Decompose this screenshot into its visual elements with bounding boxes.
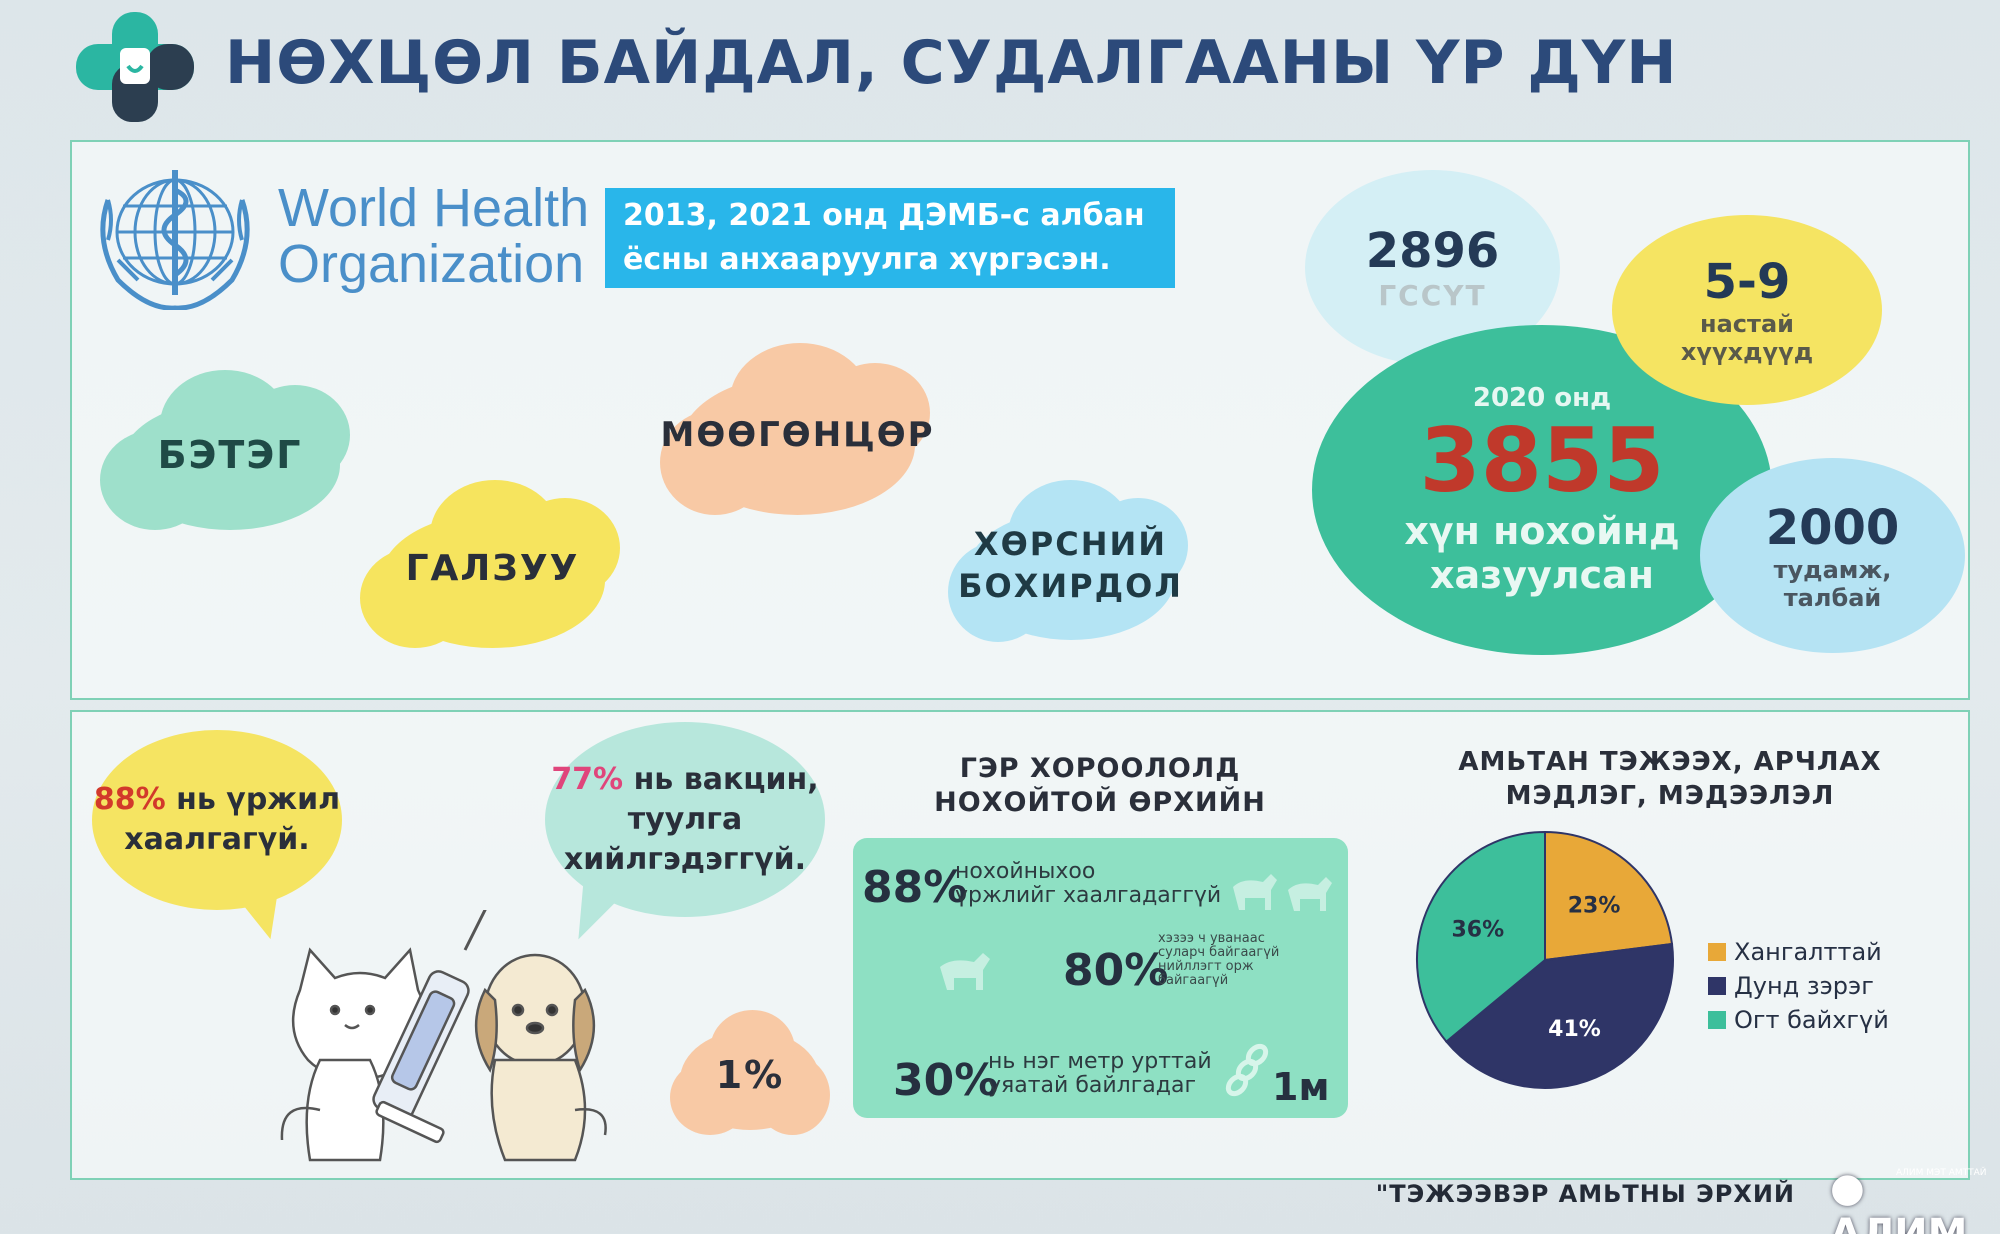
- who-line2: Organization: [278, 234, 585, 294]
- bubble-sites: 2000 тудамж, талбай: [1700, 458, 1965, 653]
- age-value: 5-9: [1703, 254, 1791, 310]
- ger-row2-text2: суларч байгаагүй: [1158, 945, 1280, 960]
- speech2-pct: 77%: [551, 761, 624, 797]
- legend-item-3: Огт байхгүй: [1708, 1006, 1889, 1034]
- pie-section-heading: АМЬТАН ТЭЖЭЭХ, АРЧЛАХ МЭДЛЭГ, МЭДЭЭЛЭЛ: [1440, 745, 1900, 813]
- ger-head1: ГЭР ХОРООЛОЛД: [959, 753, 1241, 784]
- pie-head1: АМЬТАН ТЭЖЭЭХ, АРЧЛАХ: [1458, 747, 1882, 777]
- speech1-pct: 88%: [93, 782, 166, 817]
- cloud-betег: БЭТЭГ: [100, 360, 360, 550]
- legend-swatch: [1708, 977, 1726, 995]
- sites-value: 2000: [1765, 499, 1900, 556]
- main-label2: хазуулсан: [1429, 553, 1655, 597]
- sites-label1: тудамж,: [1773, 555, 1892, 584]
- gssut-label: ГССҮТ: [1378, 279, 1487, 312]
- pie-slice-2: [1444, 942, 1674, 1089]
- ger-row1-text: нохойныхоо үржлийг хаалгадаггүй: [955, 860, 1221, 908]
- legend-label: Хангалттай: [1734, 938, 1882, 966]
- who-wordmark: World Health Organization: [278, 180, 589, 292]
- chain-icon: [1225, 1040, 1275, 1100]
- who-notice-banner: 2013, 2021 онд ДЭМБ-с албан ёсны анхаару…: [605, 188, 1175, 288]
- sites-label2: талбай: [1783, 583, 1882, 612]
- pie-slice-3: [1416, 830, 1546, 1043]
- main-label1: хүн нохойнд: [1404, 509, 1680, 553]
- cloud-horsny: ХӨРСНИЙ БОХИРДОЛ: [948, 470, 1193, 660]
- pie-data-label-3: 36%: [1451, 917, 1504, 942]
- main-year: 2020 онд: [1472, 383, 1612, 413]
- watermark-text: АЛИМ: [1830, 1211, 1968, 1234]
- ger-section-heading: ГЭР ХОРООЛОЛД НОХОЙТОЙ ӨРХИЙН: [900, 752, 1300, 820]
- cloud-label-multi: ХӨРСНИЙ БОХИРДОЛ: [958, 523, 1183, 607]
- legend-swatch: [1708, 1011, 1726, 1029]
- logo-icon: [70, 4, 200, 129]
- main-value: 3855: [1419, 409, 1665, 512]
- notice-line2: ёсны анхааруулга хүргэсэн.: [623, 242, 1111, 277]
- apple-icon: ●: [1830, 1165, 1865, 1211]
- ger-row2-text: хэзээ ч уванаас суларч байгаагүй нийллэг…: [1158, 932, 1279, 988]
- legend-label: Дунд зэрэг: [1734, 972, 1874, 1000]
- legend-item-2: Дунд зэрэг: [1708, 972, 1874, 1000]
- speech2-text2: туулга: [627, 801, 743, 837]
- cat-dog-syringe-illustration: [280, 899, 610, 1170]
- cloud-label: БЭТЭГ: [157, 433, 303, 477]
- ger-row1-text2: үржлийг хаалгадаггүй: [955, 883, 1222, 908]
- ger-row1-text1: нохойныхоо: [955, 859, 1096, 884]
- ger-row1-pct: 88%: [862, 862, 968, 913]
- speech-bubble-88: 88% нь үржил хаалгагүй.: [92, 730, 342, 945]
- cloud-line2: БОХИРДОЛ: [958, 567, 1183, 605]
- ger-row3-unit: 1м: [1272, 1065, 1330, 1109]
- cloud-galzuu: ГАЛЗУУ: [360, 468, 625, 668]
- legend-label: Огт байхгүй: [1734, 1006, 1889, 1034]
- ger-row3-text2: уяатай байлгадаг: [988, 1073, 1197, 1098]
- cloud-label: МӨӨГӨНЦӨР: [660, 415, 935, 455]
- watermark-badge: ● АЛИМ: [1830, 1165, 2000, 1234]
- watermark-tagline: АЛИМ МЭТ АМТТАЙ: [1896, 1168, 1987, 1178]
- one-percent-label: 1%: [715, 1053, 785, 1097]
- ger-row2-text1: хэзээ ч уванаас: [1158, 931, 1265, 946]
- cloud-label: ГАЛЗУУ: [405, 547, 580, 589]
- ger-row2-text4: байгаагүй: [1158, 973, 1229, 988]
- gssut-value: 2896: [1365, 223, 1500, 279]
- footer-caption: "ТЭЖЭЭВЭР АМЬТНЫ ЭРХИЙ: [1375, 1180, 1795, 1208]
- ger-row2-text3: нийллэгт орж: [1158, 959, 1254, 974]
- ger-row3-text: нь нэг метр урттай уяатай байлгадаг: [988, 1050, 1212, 1098]
- ger-head2: НОХОЙТОЙ ӨРХИЙН: [934, 787, 1266, 818]
- dog-icon: [1228, 862, 1338, 912]
- pie-chart: 23% 41% 36%: [1410, 825, 1680, 1095]
- pie-data-label-2: 41%: [1548, 1017, 1601, 1042]
- notice-line1: 2013, 2021 онд ДЭМБ-с албан: [623, 198, 1145, 233]
- page-title: НӨХЦӨЛ БАЙДАЛ, СУДАЛГААНЫ ҮР ДҮН: [225, 28, 1678, 98]
- speech2-text1: нь вакцин,: [623, 761, 819, 797]
- ger-row3-pct: 30%: [893, 1055, 999, 1106]
- ger-row2-pct: 80%: [1063, 945, 1169, 996]
- ger-row3-text1: нь нэг метр урттай: [988, 1049, 1212, 1074]
- legend-item-1: Хангалттай: [1708, 938, 1882, 966]
- age-label2: хүүхдүүд: [1680, 338, 1814, 366]
- dog-silhouette-icon: [935, 945, 1005, 990]
- pie-data-label-1: 23%: [1568, 893, 1621, 918]
- speech-bubble-77: 77% нь вакцин, туулга хийлгэдэггүй.: [545, 722, 825, 948]
- who-line1: World Health: [278, 178, 590, 238]
- speech2-text3: хийлгэдэггүй.: [563, 841, 807, 877]
- speech1-text1: нь үржил: [165, 782, 341, 817]
- pie-slice-1: [1544, 830, 1674, 962]
- pie-chart-svg: 23% 41% 36%: [1416, 830, 1674, 1089]
- speech1-text2: хаалгагүй.: [124, 822, 310, 857]
- legend-swatch: [1708, 943, 1726, 961]
- cloud-moogontsor: МӨӨГӨНЦӨР: [660, 335, 935, 535]
- cloud-line1: ХӨРСНИЙ: [973, 525, 1168, 563]
- bubble-age: 5-9 настай хүүхдүүд: [1612, 215, 1882, 405]
- pie-head2: МЭДЛЭГ, МЭДЭЭЛЭЛ: [1505, 781, 1835, 811]
- cloud-one-percent: 1%: [670, 1005, 830, 1145]
- who-emblem-icon: [88, 160, 263, 311]
- age-label1: настай: [1700, 310, 1794, 338]
